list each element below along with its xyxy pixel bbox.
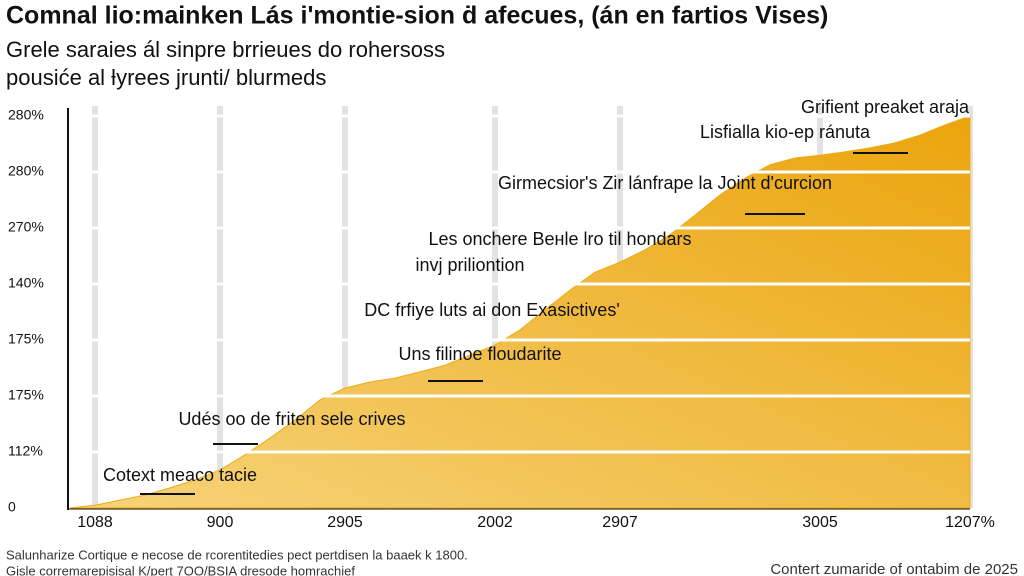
annotation: Uns filinoe floudarite [398, 344, 561, 364]
subtitle: pousiće al ƚyrees jrunti/ blurmeds [6, 65, 326, 90]
annotation: Udés oo de friten sele crives [178, 409, 405, 429]
y-tick-label: 175% [8, 331, 44, 347]
x-tick-label: 2002 [477, 514, 513, 531]
annotation: Grifient preaket araja [801, 97, 970, 117]
x-tick-label: 900 [207, 514, 234, 531]
y-tick-label: 140% [8, 275, 44, 291]
annotation: Girmecsior's Zir lánfrape la Joint d'cur… [498, 173, 832, 193]
y-tick-label: 280% [8, 107, 44, 123]
plot: 1088 900 2905 2002 2907 3005 1207% 0 112% 175% 175… [8, 97, 995, 531]
y-tick-label: 280% [8, 163, 44, 179]
y-tick-label: 270% [8, 219, 44, 235]
x-tick-label: 2905 [327, 514, 363, 531]
chart-title: Comnal lio:mainken Lás i'montie-sion ḋ a… [6, 2, 828, 30]
subtitle: Grele saraies ál sinpre brrieues do rohe… [6, 37, 445, 62]
y-tick-label: 0 [8, 499, 16, 515]
x-tick-label: 1088 [77, 514, 113, 531]
x-tick-label: 3005 [802, 514, 838, 531]
annotation: Cotext meaco tacie [103, 465, 257, 485]
footnote: Gisle corremarepisisal K/pert 7OO/BSIA d… [6, 563, 355, 576]
annotation: Lisfialla kio-ep ránuta [700, 122, 871, 142]
y-tick-label: 112% [8, 443, 43, 459]
x-tick-label: 2907 [602, 514, 638, 531]
x-tick-label: 1207% [945, 514, 995, 531]
annotation: Les onchere Bенle lro til hondars [428, 229, 691, 249]
annotation: invj priliontion [415, 255, 524, 275]
annotation: DC frfiye luts ai don Exasictives' [364, 300, 620, 320]
source: Contert zumaride of ontabim de 2025 [770, 561, 1018, 576]
y-tick-label: 175% [8, 387, 44, 403]
footnote: Salunharize Cortique e necose de rcorent… [6, 547, 468, 562]
